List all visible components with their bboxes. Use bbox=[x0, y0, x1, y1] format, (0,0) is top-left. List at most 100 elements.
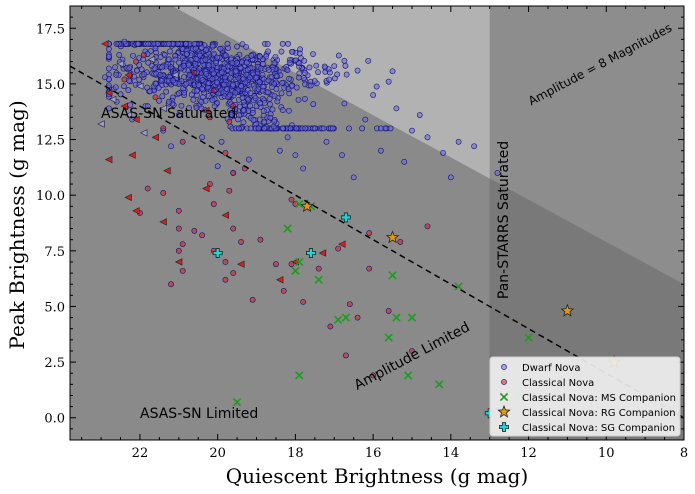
dwarf-nova-point bbox=[230, 81, 236, 88]
dwarf-nova-point bbox=[256, 100, 263, 107]
dwarf-nova-point bbox=[170, 77, 176, 84]
classical-nova-point bbox=[121, 76, 128, 83]
dwarf-nova-point bbox=[269, 84, 275, 91]
dwarf-nova-point bbox=[211, 103, 218, 110]
legend-label-sg-companion: Classical Nova: SG Companion bbox=[522, 423, 675, 434]
dwarf-nova-point bbox=[214, 163, 221, 170]
sg-companion-point bbox=[341, 212, 351, 223]
dwarf-nova-point bbox=[224, 86, 230, 92]
x-tick-label: 14 bbox=[443, 446, 460, 461]
y-tick-label: 12.5 bbox=[36, 134, 65, 149]
dwarf-nova-point bbox=[113, 71, 119, 78]
classical-nova-point bbox=[179, 267, 186, 274]
dwarf-nova-point bbox=[335, 52, 342, 59]
lower-limit-point bbox=[132, 207, 140, 215]
dwarf-nova-point bbox=[447, 174, 454, 181]
dwarf-nova-point bbox=[134, 67, 140, 74]
dwarf-nova-point bbox=[239, 95, 246, 101]
x-tick-label: 22 bbox=[132, 446, 149, 461]
amplitude-limited-region bbox=[70, 6, 684, 440]
dwarf-nova-point bbox=[256, 79, 263, 86]
classical-nova-point bbox=[238, 239, 244, 245]
lower-limit-point bbox=[159, 104, 167, 113]
dwarf-nova-point bbox=[311, 125, 318, 132]
dwarf-nova-point bbox=[193, 56, 200, 62]
classical-nova-point bbox=[144, 185, 151, 192]
dwarf-nova-point bbox=[247, 125, 254, 132]
dwarf-nova-point bbox=[204, 84, 211, 91]
dwarf-nova-point bbox=[295, 96, 302, 103]
dwarf-nova-point bbox=[190, 96, 197, 103]
dwarf-nova-point bbox=[261, 100, 268, 106]
lower-limit-point bbox=[136, 82, 144, 90]
dwarf-nova-point bbox=[245, 156, 252, 163]
classical-nova-point bbox=[366, 265, 373, 272]
dwarf-nova-point bbox=[292, 152, 299, 159]
data-points bbox=[97, 38, 621, 432]
dwarf-nova-point bbox=[157, 72, 164, 78]
dwarf-nova-point bbox=[236, 103, 243, 110]
lower-limit-point bbox=[120, 102, 128, 110]
classical-nova-point bbox=[292, 201, 299, 207]
classical-nova-point bbox=[206, 114, 213, 121]
dwarf-nova-point bbox=[130, 52, 136, 59]
dwarf-nova-point bbox=[270, 123, 277, 130]
ms-companion-point bbox=[314, 275, 323, 284]
dwarf-nova-point bbox=[289, 48, 295, 55]
classical-nova-point bbox=[160, 125, 167, 132]
dwarf-nova-point bbox=[265, 77, 272, 84]
dwarf-nova-point bbox=[176, 90, 182, 97]
dwarf-nova-point bbox=[105, 53, 112, 60]
dwarf-nova-point bbox=[310, 101, 317, 108]
series-classical-nova bbox=[121, 52, 544, 432]
dwarf-nova-point bbox=[234, 43, 240, 50]
classical-nova-point bbox=[210, 87, 217, 94]
dwarf-nova-point bbox=[247, 90, 254, 97]
dwarf-nova-point bbox=[236, 112, 243, 119]
dwarf-nova-point bbox=[203, 70, 210, 77]
classical-nova-point bbox=[327, 323, 334, 330]
x-tick-label: 8 bbox=[680, 446, 688, 461]
dwarf-nova-point bbox=[192, 60, 199, 67]
dwarf-nova-point bbox=[199, 77, 206, 83]
lower-limit-point bbox=[163, 167, 171, 175]
classical-nova-point bbox=[210, 201, 217, 207]
x-tick-label: 18 bbox=[287, 446, 304, 461]
dwarf-nova-point bbox=[261, 125, 268, 132]
dwarf-nova-point bbox=[166, 56, 172, 63]
dwarf-nova-point bbox=[302, 70, 309, 76]
classical-nova-point bbox=[370, 372, 377, 379]
lower-limit-point bbox=[221, 211, 229, 219]
lower-limit-point bbox=[159, 218, 167, 226]
dwarf-nova-point bbox=[387, 125, 394, 132]
dwarf-nova-point bbox=[494, 170, 501, 176]
dwarf-nova-point bbox=[350, 174, 357, 181]
lower-limit-point bbox=[174, 258, 183, 266]
classical-nova-point bbox=[230, 270, 237, 276]
dwarf-nova-point bbox=[244, 66, 251, 73]
lower-limit-point bbox=[124, 193, 132, 202]
lower-limit-point bbox=[139, 129, 148, 137]
dwarf-nova-point bbox=[167, 48, 173, 55]
dwarf-nova-point bbox=[329, 125, 336, 132]
dwarf-nova-point bbox=[416, 112, 423, 118]
y-tick-label: 2.5 bbox=[44, 356, 65, 371]
dwarf-nova-point bbox=[424, 134, 431, 141]
classical-nova-point bbox=[175, 207, 182, 214]
dwarf-nova-point bbox=[248, 52, 255, 59]
dwarf-nova-point bbox=[125, 87, 132, 94]
dwarf-nova-point bbox=[116, 52, 123, 58]
classical-nova-point bbox=[354, 314, 361, 321]
dwarf-nova-point bbox=[267, 114, 274, 121]
dwarf-nova-point bbox=[166, 98, 172, 105]
dwarf-nova-point bbox=[183, 80, 190, 87]
dwarf-nova-point bbox=[199, 134, 206, 141]
dwarf-nova-point bbox=[186, 104, 192, 111]
lower-limit-point bbox=[116, 60, 125, 68]
dwarf-nova-point bbox=[202, 56, 209, 63]
legend-markers bbox=[497, 364, 511, 432]
dwarf-nova-point bbox=[223, 52, 229, 59]
dwarf-nova-point bbox=[218, 138, 225, 145]
classical-nova-point bbox=[385, 308, 392, 314]
series-dwarf-nova bbox=[102, 38, 501, 181]
